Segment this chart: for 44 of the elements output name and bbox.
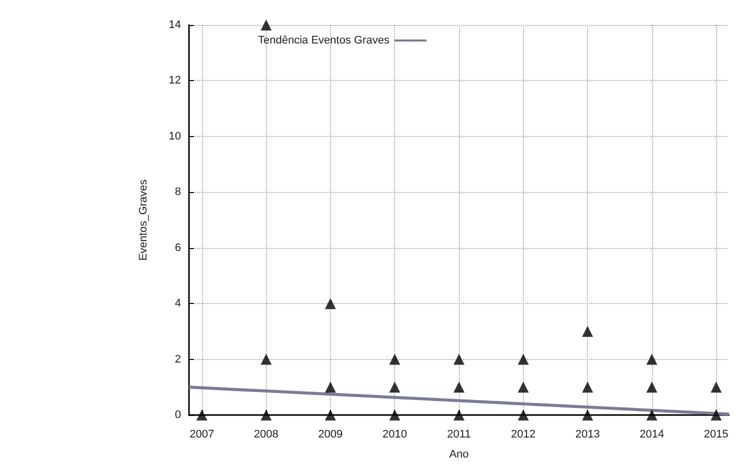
point (454, 410, 464, 420)
x-axis-title: Ano (449, 448, 469, 460)
x-tick-label: 2014 (640, 428, 664, 440)
y-tick-label: 14 (168, 19, 181, 31)
point (454, 382, 464, 393)
x-tick-label: 2010 (382, 428, 407, 440)
point (389, 354, 400, 365)
point (324, 410, 336, 420)
point (260, 410, 272, 420)
x-tick-label: 2012 (511, 428, 536, 440)
point (389, 382, 400, 393)
y-tick-label: 0 (174, 409, 181, 421)
x-tick-label: 2015 (704, 428, 728, 440)
y-tick-label: 2 (174, 353, 181, 366)
x-tick-label: 2008 (254, 428, 278, 440)
x-tick-label: 2009 (318, 428, 343, 440)
y-tick-label: 12 (168, 74, 181, 87)
y-tick-label: 4 (174, 298, 181, 310)
point (518, 410, 529, 420)
x-tick-label: 2007 (190, 428, 214, 440)
point (582, 410, 594, 420)
legend-label: Tendência Eventos Graves (258, 34, 390, 46)
x-tick-label: 2011 (447, 428, 471, 440)
point (646, 410, 658, 420)
x-tick-label: 2013 (575, 428, 600, 440)
point (389, 410, 400, 420)
point (582, 382, 594, 393)
point (454, 354, 464, 365)
point (710, 410, 722, 420)
point (260, 20, 272, 30)
y-tick-label: 8 (174, 186, 181, 198)
point (324, 382, 336, 393)
point (646, 354, 658, 365)
y-tick-label: 10 (168, 130, 181, 142)
point (518, 382, 529, 393)
y-tick-label: 6 (174, 242, 181, 254)
point (260, 354, 272, 365)
y-axis-title: Eventos_Graves (138, 178, 150, 261)
point (710, 382, 722, 393)
point (518, 354, 529, 365)
point (646, 382, 658, 393)
point (324, 298, 336, 310)
point (196, 410, 208, 420)
point (582, 326, 594, 337)
